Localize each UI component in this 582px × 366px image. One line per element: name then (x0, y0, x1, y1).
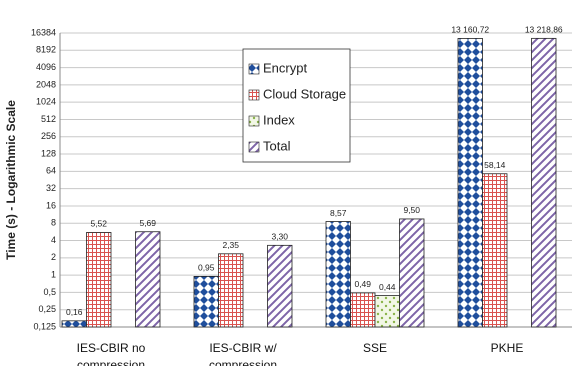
y-tick-label: 256 (41, 131, 56, 141)
value-label: 0,95 (198, 263, 215, 273)
bar (482, 173, 508, 328)
y-tick-label: 0,25 (38, 304, 56, 314)
y-tick-label: 0,125 (33, 321, 56, 331)
y-tick-label: 8192 (36, 45, 56, 55)
bar (325, 221, 351, 328)
y-tick-label: 1024 (36, 97, 56, 107)
x-tick-label: IES-CBIR no compression (76, 341, 146, 366)
value-label: 5,52 (90, 219, 107, 229)
value-label: 13 160,72 (451, 25, 489, 35)
legend-marker (248, 89, 260, 101)
x-tick-label: PKHE (490, 341, 524, 355)
y-axis-title: Time (s) - Logarithmic Scale (4, 100, 18, 260)
y-tick-label: 4 (51, 235, 56, 245)
bar (218, 253, 244, 328)
y-tick-label: 64 (46, 166, 56, 176)
legend-label: Index (263, 112, 295, 127)
bar (531, 37, 557, 328)
bar (267, 244, 293, 328)
y-tick-label: 128 (41, 148, 56, 158)
value-label: 3,30 (271, 232, 288, 242)
value-label: 5,69 (139, 218, 156, 228)
value-label: 58,14 (484, 160, 506, 170)
bar (374, 295, 400, 328)
value-label: 0,16 (66, 307, 83, 317)
bar (135, 231, 161, 328)
legend-box (242, 48, 351, 163)
bar (193, 275, 219, 328)
bar (457, 38, 483, 328)
value-label: 9,50 (403, 205, 420, 215)
y-tick-label: 32 (46, 183, 56, 193)
value-label: 0,49 (354, 279, 371, 289)
value-label: 8,57 (330, 208, 347, 218)
legend-label: Cloud Storage (263, 86, 346, 101)
legend-marker (248, 115, 260, 127)
legend-label: Encrypt (263, 60, 307, 75)
legend-marker (248, 141, 260, 153)
x-tick-label: IES-CBIR w/ compression (208, 341, 278, 366)
y-tick-label: 16 (46, 200, 56, 210)
legend-marker (248, 63, 260, 75)
y-tick-label: 512 (41, 114, 56, 124)
bar (399, 218, 425, 328)
value-label: 13 218,86 (525, 25, 563, 35)
value-label: 2,35 (222, 240, 239, 250)
y-tick-label: 0,5 (43, 287, 56, 297)
bar (350, 292, 376, 328)
legend-label: Total (263, 138, 291, 153)
x-tick-label: SSE (362, 341, 387, 355)
y-tick-label: 2 (51, 252, 56, 262)
y-tick-label: 8 (51, 218, 56, 228)
value-label: 0,44 (379, 282, 396, 292)
y-tick-label: 1 (51, 269, 56, 279)
bar (86, 232, 112, 328)
y-tick-label: 16384 (31, 27, 56, 37)
bar (61, 320, 87, 328)
y-tick-label: 2048 (36, 79, 56, 89)
y-tick-label: 4096 (36, 62, 56, 72)
